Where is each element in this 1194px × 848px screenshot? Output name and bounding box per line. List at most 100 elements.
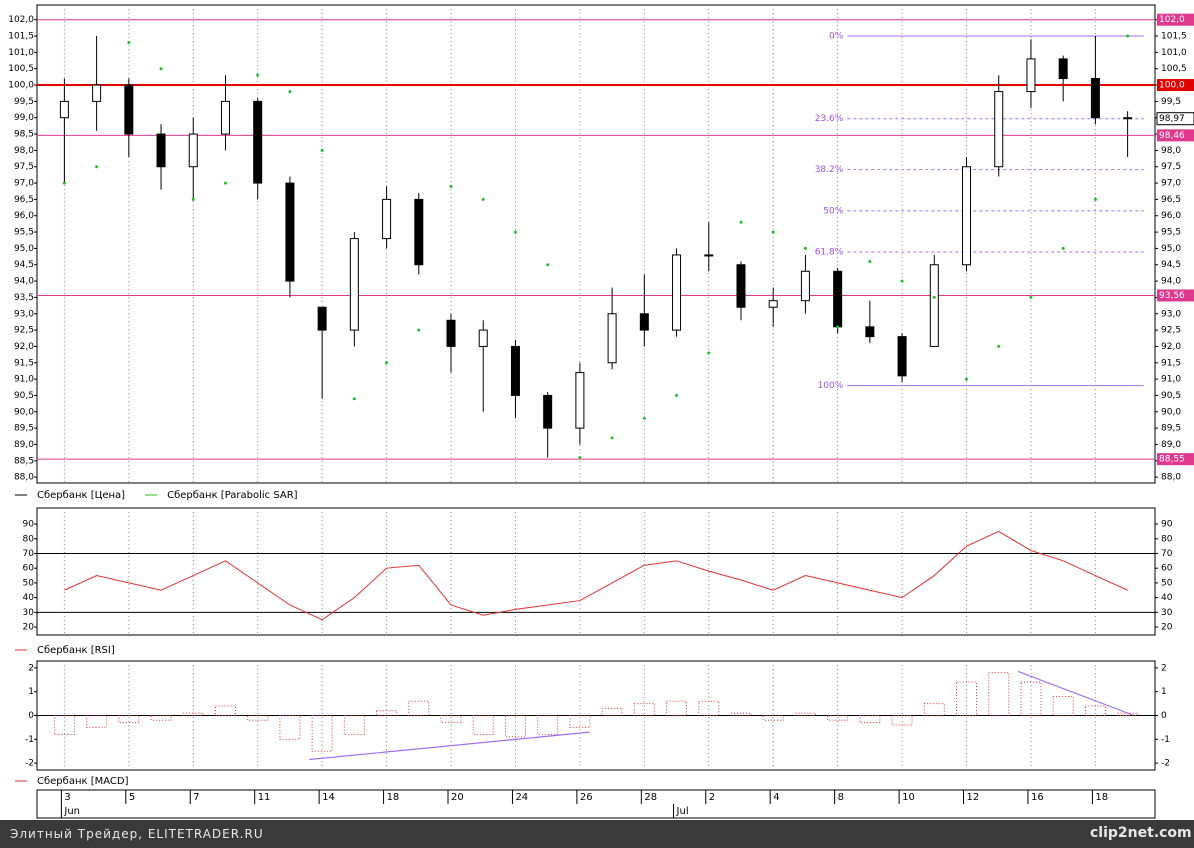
candle-body (639, 313, 649, 331)
price-tag-label: 93,56 (1159, 291, 1185, 301)
y-tick-label: 70 (1161, 549, 1173, 559)
y-tick-label: 30 (1161, 608, 1173, 618)
sar-dot (288, 90, 292, 94)
x-tick-label: 18 (1095, 792, 1108, 803)
candle-body (1123, 117, 1133, 120)
y-tick-label: 102,0 (8, 15, 34, 25)
y-tick-label: 98,0 (14, 146, 34, 156)
fib-label: 38.2% (815, 165, 844, 175)
y-tick-label: 80 (23, 534, 35, 544)
macd-bar (1117, 712, 1139, 717)
macd-bar (1020, 681, 1042, 716)
macd-bar (504, 715, 526, 738)
sar-dot (932, 295, 936, 299)
y-tick-label: 94,5 (1161, 260, 1181, 270)
y-tick-label: 20 (1161, 623, 1173, 633)
x-tick-label: 12 (967, 792, 980, 803)
sar-dot (803, 246, 807, 250)
macd-bar (762, 715, 784, 721)
candle-body (575, 372, 585, 429)
y-tick-label: 70 (23, 549, 35, 559)
candle-body (156, 133, 166, 168)
candle-body (543, 394, 553, 429)
fib-label: 50% (823, 206, 843, 216)
sar-dot (127, 41, 131, 45)
sar-dot (449, 184, 453, 188)
y-tick-label: 2 (1161, 663, 1167, 673)
y-tick-label: 89,5 (1161, 424, 1181, 434)
candle-body (382, 198, 392, 240)
x-tick-label: 8 (838, 792, 844, 803)
y-tick-label: 100,0 (8, 81, 34, 91)
trend-line (309, 731, 590, 761)
candle-body (253, 100, 263, 184)
y-tick-label: 50 (1161, 578, 1173, 588)
y-tick-label: 93,5 (14, 293, 34, 303)
sar-dot (513, 230, 517, 234)
legend-label: Сбербанк [Цена] (37, 490, 125, 501)
sar-dot (868, 259, 872, 263)
candle-body (994, 91, 1004, 168)
y-tick-label: 1 (1161, 687, 1167, 697)
y-tick-label: 101,5 (1161, 32, 1187, 42)
candle-body (92, 84, 102, 102)
y-tick-label: 90,0 (14, 407, 34, 417)
sar-dot (481, 197, 485, 201)
sar-dot (417, 328, 421, 332)
y-tick-label: 20 (23, 623, 35, 633)
macd-bar (376, 710, 398, 716)
sar-dot (707, 351, 711, 355)
candle-body (317, 306, 327, 331)
macd-bar (666, 700, 688, 716)
y-tick-label: 91,0 (1161, 375, 1181, 385)
footer-text: Элитный Трейдер, ELITETRADER.RU (10, 827, 264, 841)
y-tick-label: 95,0 (1161, 244, 1181, 254)
footer: Элитный Трейдер, ELITETRADER.RU clip2net… (0, 820, 1194, 848)
x-tick-label: 16 (1031, 792, 1044, 803)
macd-bar (794, 712, 816, 717)
y-tick-label: 92,5 (14, 326, 34, 336)
y-tick-label: 101,5 (8, 32, 34, 42)
price-tag (1157, 453, 1194, 466)
candle-body (897, 336, 907, 377)
sar-dot (771, 230, 775, 234)
macd-bar (1052, 695, 1074, 716)
y-tick-label: 95,0 (14, 244, 34, 254)
sar-dot (836, 325, 840, 329)
candle-body (1026, 58, 1036, 93)
logo: clip2net.com (1090, 825, 1192, 841)
candle-body (285, 182, 295, 282)
y-tick-label: 97,0 (1161, 179, 1181, 189)
y-tick-label: 90,5 (14, 391, 34, 401)
sar-dot (1126, 34, 1130, 38)
y-tick-label: 88,0 (1161, 473, 1181, 483)
y-tick-label: 96,5 (14, 195, 34, 205)
macd-bar (182, 712, 204, 717)
y-tick-label: 91,0 (14, 375, 34, 385)
y-tick-label: 94,5 (14, 260, 34, 270)
sar-dot (546, 263, 550, 267)
fib-label: 0% (829, 32, 844, 42)
candle-body (349, 238, 359, 331)
x-tick-label: 7 (193, 792, 199, 803)
macd-bar (1084, 705, 1106, 716)
y-tick-label: -2 (25, 759, 34, 769)
y-tick-label: 90 (23, 520, 35, 530)
macd-bar (923, 703, 945, 717)
fib-label: 61.8% (815, 248, 844, 258)
price-tag-label: 98,97 (1159, 114, 1185, 124)
y-tick-label: 30 (23, 608, 35, 618)
candle-body (865, 326, 875, 338)
y-tick-label: 100,5 (8, 64, 34, 74)
price-tag-label: 102,0 (1159, 15, 1185, 25)
sar-dot (610, 436, 614, 440)
y-tick-label: 96,5 (1161, 195, 1181, 205)
sar-dot (223, 181, 227, 185)
x-tick-label: 14 (322, 792, 335, 803)
y-tick-label: 91,5 (14, 358, 34, 368)
sar-dot (578, 456, 582, 460)
macd-bar (408, 700, 430, 716)
y-tick-label: 88,5 (14, 456, 34, 466)
price-tag (1156, 112, 1194, 126)
